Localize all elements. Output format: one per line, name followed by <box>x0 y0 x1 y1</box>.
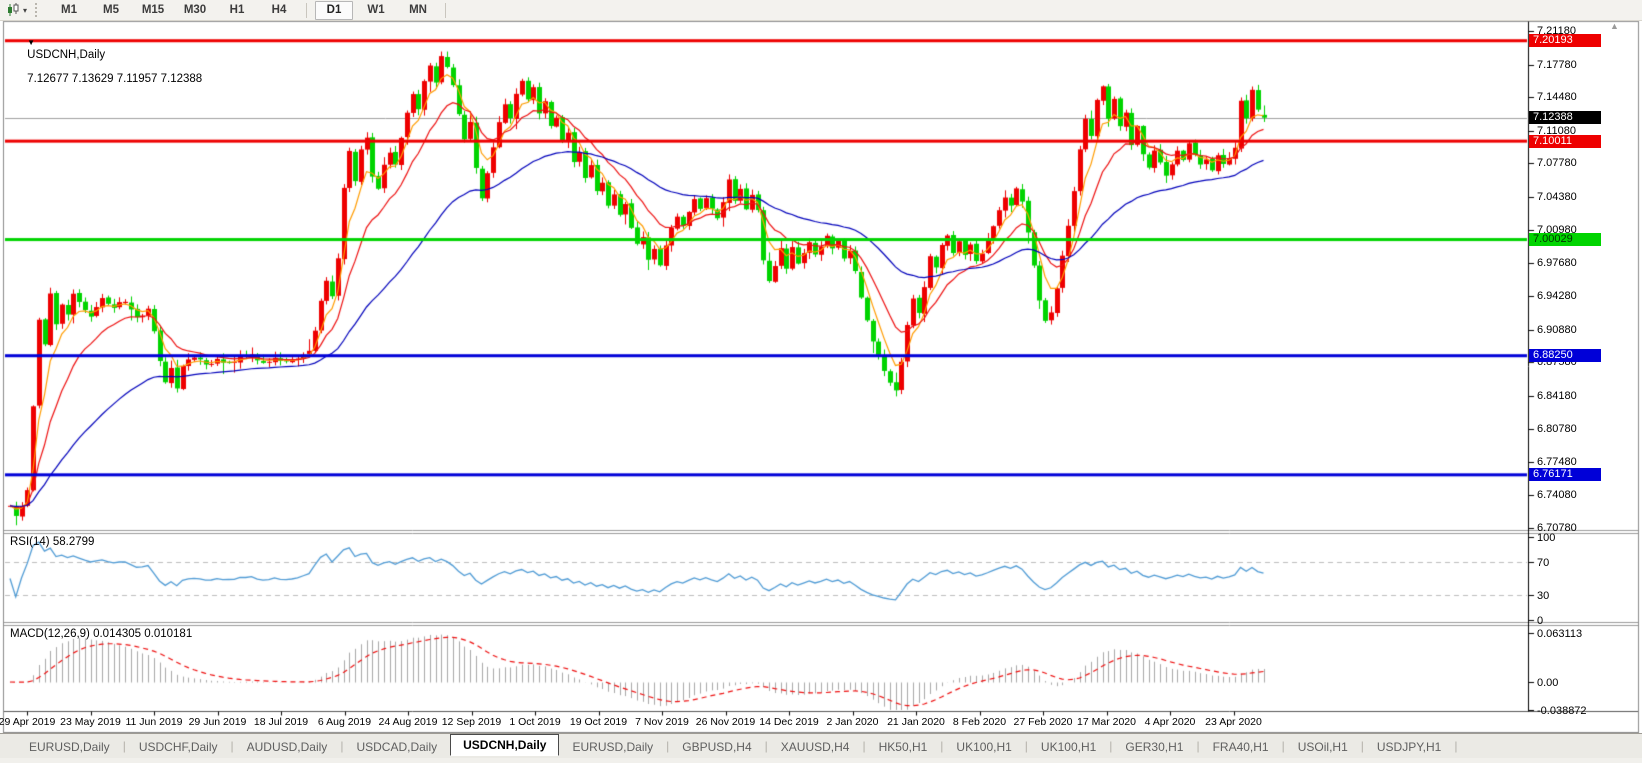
toolbar-separator <box>306 2 308 18</box>
tab-separator: | <box>1281 739 1285 753</box>
timeframe-button-mn[interactable]: MN <box>409 3 427 16</box>
symbol-tab-xauusd-h4-7[interactable]: XAUUSD,H4 <box>780 739 850 754</box>
symbol-tab-audusd-daily-2[interactable]: AUDUSD,Daily <box>246 739 328 754</box>
timeframe-button-m15[interactable]: M15 <box>141 3 165 16</box>
timeframe-button-m5[interactable]: M5 <box>103 3 119 16</box>
tab-separator: | <box>940 739 944 753</box>
toolbar: ▾ M1 M5 M15 M30 H1 H4 D1 W1 MN <box>0 0 1642 21</box>
tab-separator: | <box>862 739 866 753</box>
tab-separator: | <box>122 739 126 753</box>
symbol-tab-usdcnh-daily-4[interactable]: USDCNH,Daily <box>450 734 560 756</box>
symbol-tab-eurusd-daily-0[interactable]: EURUSD,Daily <box>29 739 110 754</box>
timeframe-button-h1[interactable]: H1 <box>229 3 245 16</box>
timeframe-button-d1[interactable]: D1 <box>315 0 354 20</box>
tab-separator: | <box>764 739 768 753</box>
symbol-tab-gbpusd-h4-6[interactable]: GBPUSD,H4 <box>682 739 752 754</box>
toolbar-separator <box>445 2 447 18</box>
symbol-tab-ger30-h1-11[interactable]: GER30,H1 <box>1125 739 1184 754</box>
tab-separator: | <box>1196 739 1200 753</box>
symbol-tab-usdcad-daily-3[interactable]: USDCAD,Daily <box>356 739 438 754</box>
symbol-tab-uk100-h1-10[interactable]: UK100,H1 <box>1040 739 1097 754</box>
chart-canvas[interactable] <box>0 0 1642 733</box>
tab-separator: | <box>666 739 670 753</box>
chart-type-dropdown-arrow[interactable]: ▾ <box>23 5 28 15</box>
tab-separator: | <box>1024 739 1028 753</box>
timeframe-button-m30[interactable]: M30 <box>183 3 207 16</box>
toolbar-grip <box>35 3 40 17</box>
tab-separator: | <box>1454 739 1458 753</box>
timeframe-button-w1[interactable]: W1 <box>367 3 385 16</box>
candlestick-chart-icon[interactable] <box>4 2 22 18</box>
footer-strip <box>0 758 1642 763</box>
tab-separator: | <box>1109 739 1113 753</box>
timeframe-button-group: M1 M5 M15 M30 H1 H4 D1 W1 MN <box>48 0 452 20</box>
symbol-tab-eurusd-daily-5[interactable]: EURUSD,Daily <box>572 739 654 754</box>
tab-separator: | <box>340 739 344 753</box>
tab-separator: | <box>230 739 234 753</box>
symbol-tab-fra40-h1-12[interactable]: FRA40,H1 <box>1212 739 1269 754</box>
symbol-tab-usoil-h1-13[interactable]: USOil,H1 <box>1297 739 1348 754</box>
symbol-tab-usdjpy-h1-14[interactable]: USDJPY,H1 <box>1376 739 1442 754</box>
symbol-tab-bar: EURUSD,Daily | USDCHF,Daily | AUDUSD,Daily | U… <box>0 733 1642 758</box>
symbol-tab-usdchf-daily-1[interactable]: USDCHF,Daily <box>138 739 218 754</box>
timeframe-button-m1[interactable]: M1 <box>61 3 77 16</box>
timeframe-button-h4[interactable]: H4 <box>271 3 287 16</box>
symbol-tab-uk100-h1-9[interactable]: UK100,H1 <box>956 739 1012 754</box>
tab-separator: | <box>1360 739 1364 753</box>
symbol-tab-hk50-h1-8[interactable]: HK50,H1 <box>878 739 928 754</box>
